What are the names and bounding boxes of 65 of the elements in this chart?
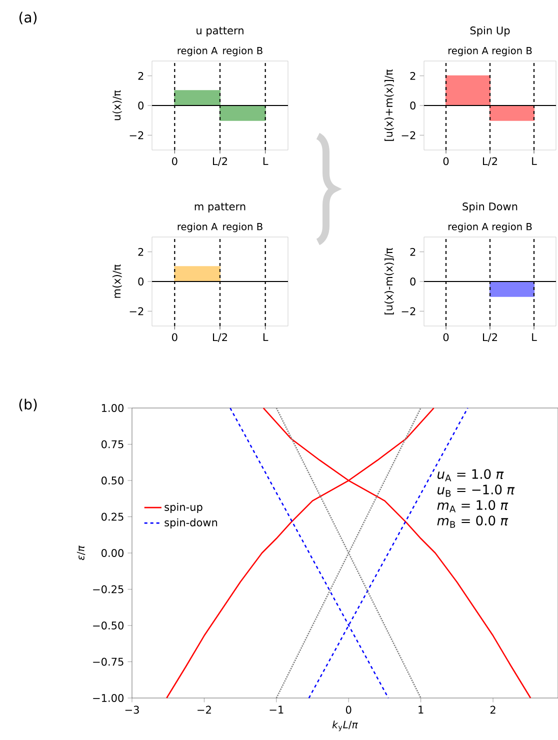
text: 0 [172,333,178,342]
y-tick-label: 0.00 [102,549,124,557]
text: L [532,333,537,341]
legend-label: spin-down [164,518,218,528]
chart-title: Spin Down [462,202,518,212]
text: L/2 [483,333,497,342]
y-tick-label: 0 [138,102,144,110]
y-tick-label: −2 [402,307,416,316]
text: 0 [443,333,449,342]
y-tick-label: 0.75 [102,440,124,448]
text: 0 [172,157,178,166]
text: L [532,157,537,165]
text: (a) [19,12,37,24]
x-tick-label: region B [223,46,262,56]
y-tick-label: 0.50 [102,476,124,484]
annotation: m$_{A}$ = 1.0 π [437,500,508,512]
chart-title: u pattern [196,26,244,36]
y-tick-label: −1.00 [93,694,124,702]
y-axis-title: ε/π [76,546,86,560]
y-tick-label: 1.00 [102,404,124,412]
text: L/2 [483,157,497,166]
chart-title: m pattern [194,202,246,212]
legend-label: spin-up [164,502,202,513]
y-tick-label: 2 [410,72,416,80]
text: L [263,333,268,341]
annotation: m$_{B}$ = 0.0 π [437,516,508,528]
x-tick-label: region A [178,46,218,56]
y-tick-label: 2 [138,72,144,80]
annotation: u$_{B}$ = −1.0 π [438,484,515,497]
text: (b) [19,398,37,412]
y-tick-label: 0 [410,102,416,110]
y-tick-label: 2 [410,248,416,256]
annotation: u$_{A}$ = 1.0 π [438,469,504,482]
x-tick-label: region A [178,222,218,232]
y-tick-label: −0.75 [93,658,124,666]
x-axis-title: k$_{y}$L/π [332,720,358,732]
y-tick-label: 0.25 [102,512,124,521]
text: L/2 [213,333,227,342]
y-tick-label: 2 [138,248,144,256]
x-tick-label: 1 [418,706,424,714]
y-tick-label: 0 [410,278,416,286]
x-tick-label: region A [448,222,488,232]
y-axis-title: [u(x)+m(x)]/π [384,70,394,141]
y-axis-title: m(x)/π [112,264,122,298]
x-tick-label: 2 [490,706,496,714]
x-tick-label: region B [492,46,532,56]
y-axis-title: [u(x)-m(x)]/π [384,248,394,314]
y-tick-label: 0 [138,278,144,286]
x-tick-label: region A [448,46,488,56]
y-tick-label: −2 [402,131,416,140]
y-axis-title: u(x)/π [112,90,122,120]
y-tick-label: −0.50 [93,622,124,630]
text: L [263,157,268,165]
text: L/2 [213,157,227,166]
y-tick-label: −0.25 [93,585,124,594]
x-tick-label: −2 [198,706,211,714]
x-tick-label: −1 [270,706,284,714]
x-tick-label: region B [223,222,262,232]
y-tick-label: −2 [130,307,144,316]
text: 0 [443,157,449,166]
x-tick-label: 0 [346,706,352,714]
x-tick-label: region B [492,222,532,232]
y-tick-label: −2 [130,131,144,140]
chart-title: Spin Up [470,26,510,36]
x-tick-label: −3 [125,706,139,714]
